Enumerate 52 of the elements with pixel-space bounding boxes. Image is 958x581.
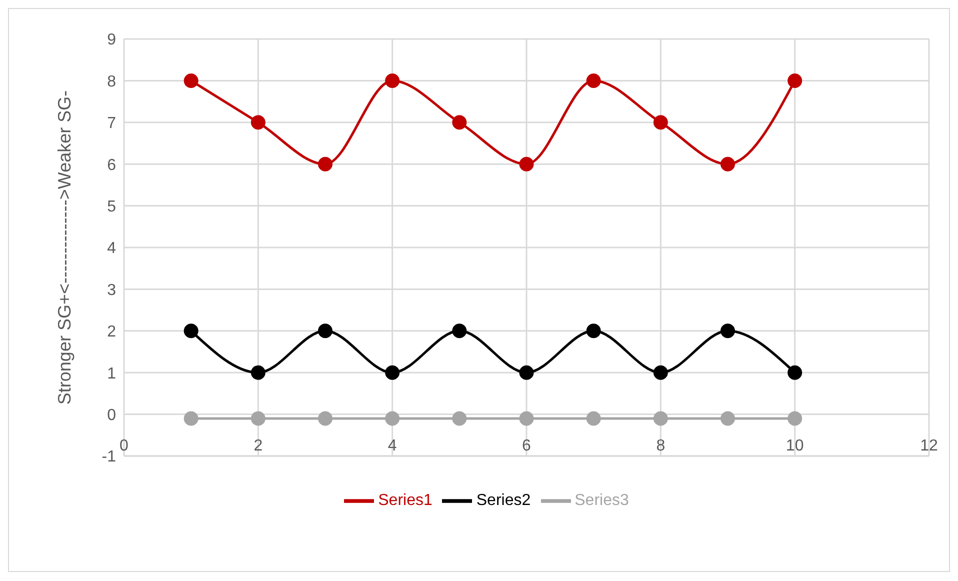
point	[519, 156, 534, 172]
point	[586, 324, 601, 338]
y-tick-label: 0	[107, 406, 116, 424]
point	[452, 115, 467, 130]
y-tick-label: 8	[107, 73, 116, 90]
point	[318, 324, 332, 338]
y-tick-label: 7	[107, 115, 116, 132]
y-tick-label: 4	[107, 240, 116, 258]
point	[720, 324, 735, 338]
legend-label: Series1	[378, 492, 432, 510]
y-tick-label: 3	[107, 282, 116, 299]
y-tick-label: 2	[107, 324, 116, 341]
point	[653, 115, 668, 130]
point	[385, 73, 400, 88]
point	[318, 156, 332, 172]
point	[788, 365, 802, 380]
y-tick-label: 6	[107, 156, 116, 174]
point	[184, 324, 198, 338]
legend-label: Series2	[476, 492, 531, 510]
x-tick-label: 6	[522, 437, 532, 454]
point	[653, 411, 668, 426]
x-tick-label: 10	[786, 437, 804, 454]
point	[788, 73, 802, 88]
x-tick-label: 4	[388, 437, 397, 454]
point	[452, 324, 467, 338]
point	[519, 411, 534, 426]
x-tick-label: 12	[920, 437, 938, 454]
y-tick-label: 9	[107, 32, 116, 49]
point	[250, 115, 266, 130]
point	[385, 411, 400, 426]
point	[519, 365, 534, 380]
point	[385, 365, 400, 380]
y-tick-label: 5	[107, 198, 116, 216]
point	[318, 411, 332, 426]
point	[250, 411, 266, 426]
x-tick-label: 8	[656, 437, 666, 454]
point	[586, 411, 601, 426]
point	[250, 365, 266, 380]
x-tick-label: 0	[120, 437, 129, 454]
point	[184, 411, 198, 426]
point	[720, 411, 735, 426]
x-tick-label: 2	[254, 437, 263, 454]
y-axis-title: Stronger SG+<-------------->Weaker SG-	[54, 90, 74, 405]
point	[653, 365, 668, 380]
y-tick-label: 1	[107, 365, 116, 382]
point	[788, 411, 802, 426]
y-tick-label: -1	[102, 448, 116, 466]
point	[586, 73, 601, 88]
point	[184, 73, 198, 88]
point	[720, 156, 735, 172]
point	[452, 411, 467, 426]
legend-label: Series3	[574, 492, 629, 510]
